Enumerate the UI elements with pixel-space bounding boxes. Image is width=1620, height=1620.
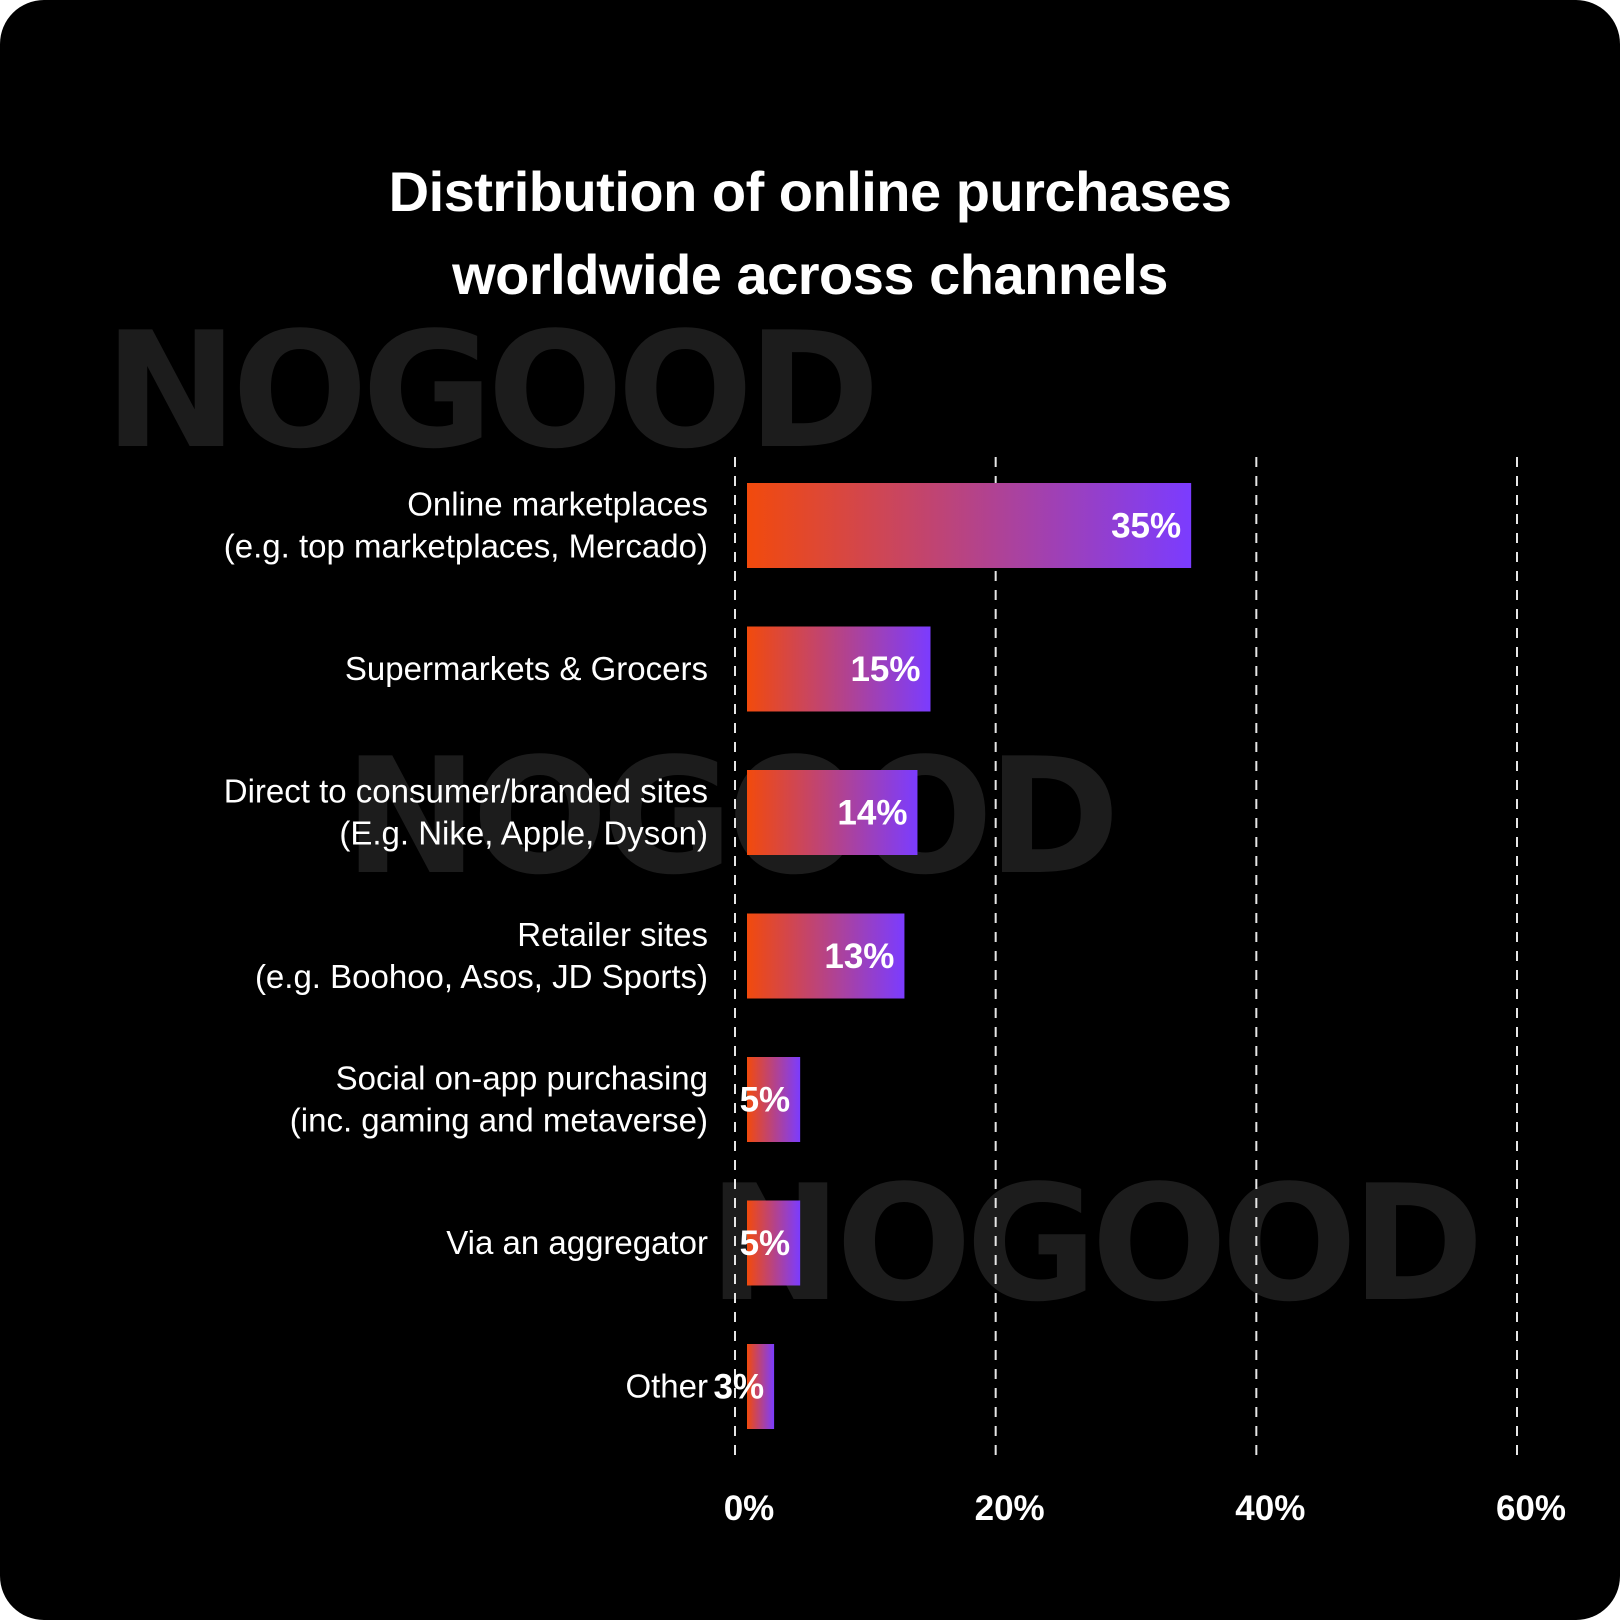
- x-tick-label: 60%: [1496, 1489, 1566, 1528]
- bar: [747, 483, 1192, 568]
- bar: [747, 1344, 775, 1429]
- x-tick-label: 40%: [1235, 1489, 1305, 1528]
- bar-value-label: 3%: [714, 1368, 765, 1407]
- chart-title-line-2: worldwide across channels: [452, 243, 1168, 306]
- nogood-watermark-logo: NOGOOD: [708, 1150, 1478, 1337]
- bar: [747, 1200, 801, 1286]
- bar: [747, 1057, 801, 1142]
- x-tick-label: 20%: [975, 1489, 1045, 1528]
- x-tick-label: 0%: [724, 1489, 775, 1528]
- bar-value-label: 13%: [824, 937, 894, 976]
- nogood-watermark-logo: NOGOOD: [104, 297, 874, 484]
- x-axis-ticks: 0% 20% 40% 60%: [724, 1489, 1566, 1528]
- bar-value-label: 35%: [1111, 507, 1181, 546]
- category-label: Other: [625, 1368, 708, 1405]
- watermark-layer: NOGOOD NOGOOD NOGOOD: [104, 297, 1484, 1337]
- bar-value-label: 14%: [837, 794, 907, 833]
- bar-value-label: 5%: [740, 1224, 791, 1263]
- chart-title-line-1: Distribution of online purchases: [388, 160, 1232, 223]
- grid-lines: [734, 457, 1518, 1462]
- category-label: Retailer sites (e.g. Boohoo, Asos, JD Spo…: [255, 916, 708, 995]
- category-label: Supermarkets & Grocers: [345, 650, 708, 687]
- category-label: Social on-app purchasing (inc. gaming and…: [290, 1060, 708, 1139]
- bar: [747, 626, 931, 712]
- category-labels: Online marketplaces (e.g. top marketplace…: [224, 486, 708, 1405]
- nogood-watermark-logo: NOGOOD: [344, 723, 1114, 910]
- bar-value-label: 5%: [740, 1081, 791, 1120]
- bar-value-label: 15%: [850, 650, 920, 689]
- category-label: Online marketplaces (e.g. top marketplace…: [224, 486, 708, 565]
- category-label: Via an aggregator: [446, 1224, 708, 1261]
- bars-group: 35% 15% 14% 13% 5% 5% 3%: [714, 483, 1192, 1429]
- bar: [747, 770, 918, 855]
- chart-title: Distribution of online purchases worldwi…: [0, 150, 1620, 316]
- category-label: Direct to consumer/branded sites (E.g. Ni…: [224, 773, 708, 852]
- bar: [747, 913, 905, 999]
